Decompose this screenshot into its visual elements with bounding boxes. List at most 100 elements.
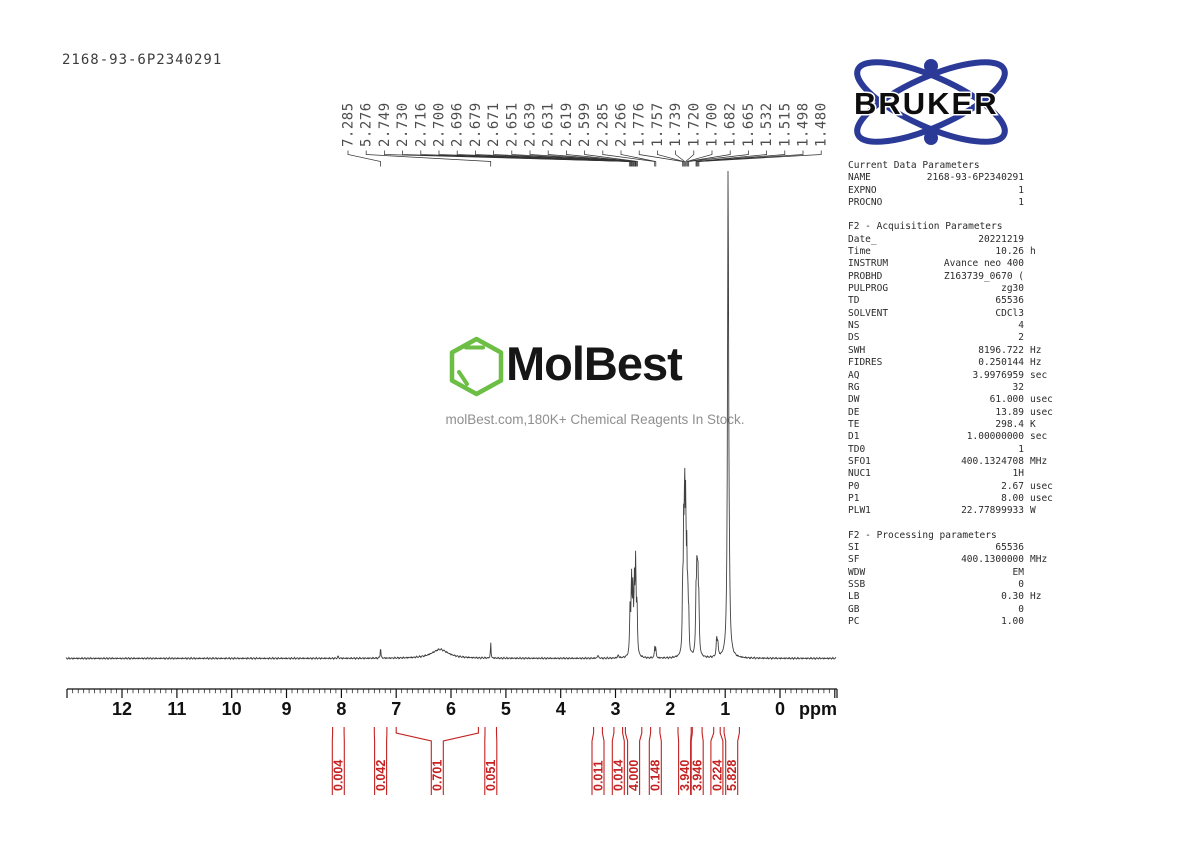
param-row: INSTRUM Avance neo 400 [848, 258, 1062, 270]
axis-tick-label: 9 [281, 699, 291, 719]
param-row: DW 61.000 usec [848, 394, 1062, 406]
param-value: 0.30 [1001, 591, 1024, 603]
param-key: DE [848, 406, 860, 418]
param-row: SSB 0 [848, 579, 1062, 591]
integral-value: 0.148 [649, 760, 663, 791]
param-value: Avance neo 400 [943, 258, 1024, 270]
param-key: INSTRUM [848, 258, 889, 270]
param-row: TE 298.4 K [848, 419, 1062, 431]
param-row: P0 2.67 usec [848, 481, 1062, 493]
peak-label: 2.671 [486, 102, 502, 147]
param-value: 400.1324708 [961, 455, 1024, 467]
peak-pointer-line [638, 150, 683, 167]
peak-label: 1.665 [741, 102, 757, 147]
integral-value: 0.224 [710, 760, 724, 791]
peak-label: 2.730 [395, 102, 411, 147]
sample-title: 2168-93-6P2340291 [62, 52, 223, 68]
param-row: NUC1 1H [848, 468, 1062, 480]
peak-pointer-line [456, 150, 633, 167]
param-unit: MHz [1030, 554, 1048, 566]
param-value: EM [1012, 566, 1024, 578]
peak-label: 2.696 [450, 102, 466, 147]
param-value: 3.9976959 [972, 369, 1024, 381]
axis-tick-label: 2 [665, 699, 675, 719]
param-value: 65536 [995, 295, 1024, 307]
param-section-header: F2 - Acquisition Parameters [848, 221, 1003, 233]
param-unit: Hz [1030, 357, 1042, 369]
param-unit: Hz [1030, 344, 1042, 356]
integral-marker: 5.828 [723, 727, 740, 795]
axis-tick-label: 8 [336, 699, 346, 719]
param-value: 2168-93-6P2340291 [926, 172, 1024, 184]
param-key: D1 [848, 431, 860, 443]
param-row: SWH 8196.722 Hz [848, 345, 1062, 357]
integral-value: 0.004 [332, 760, 346, 791]
param-key: AQ [848, 369, 860, 381]
param-unit: usec [1030, 394, 1053, 406]
param-value: 1.00000000 [966, 431, 1024, 443]
peak-pointer-line [686, 150, 713, 167]
param-key: EXPNO [848, 184, 877, 196]
param-row: PROCNO 1 [848, 197, 1062, 209]
integral-value: 0.051 [484, 760, 498, 791]
axis-tick-label: 10 [222, 699, 242, 719]
peak-pointer-line [697, 150, 804, 167]
bruker-orbit-icon [854, 59, 1008, 145]
param-key: Date_ [848, 233, 877, 245]
param-unit: W [1030, 505, 1036, 517]
param-unit: h [1030, 246, 1036, 258]
integral-marker: 3.940 [677, 727, 692, 795]
param-key: PULPROG [848, 283, 889, 295]
param-value: 2 [1018, 332, 1024, 344]
integral-marker: 0.148 [649, 727, 663, 795]
param-row: AQ 3.9976959 sec [848, 370, 1062, 382]
spectrum-trace [65, 170, 837, 661]
param-row: SI 65536 [848, 542, 1062, 554]
peak-label: 1.498 [796, 102, 812, 147]
peak-pointer-line [675, 150, 686, 167]
param-key: FIDRES [848, 357, 883, 369]
param-row: Time 10.26 h [848, 246, 1062, 258]
param-row: WDW EM [848, 567, 1062, 579]
param-key: PROBHD [848, 270, 883, 282]
axis-tick-label: 3 [610, 699, 620, 719]
peak-label: 1.739 [668, 102, 684, 147]
peak-label: 2.599 [577, 102, 593, 147]
peak-pointer-line [657, 150, 685, 167]
param-value: 298.4 [995, 418, 1024, 430]
integral-value: 5.828 [725, 760, 739, 791]
integral-value: 0.014 [612, 760, 626, 791]
molbest-tagline: molBest.com,180K+ Chemical Reagents In S… [445, 412, 745, 427]
peak-label: 2.631 [541, 102, 557, 147]
param-key: TE [848, 418, 860, 430]
param-value: Z163739_0670 ( [943, 270, 1024, 282]
param-value: 1H [1012, 468, 1024, 480]
param-key: DS [848, 332, 860, 344]
param-key: WDW [848, 566, 866, 578]
param-unit: K [1030, 418, 1036, 430]
param-row: PROBHD Z163739_0670 ( [848, 271, 1062, 283]
peak-label: 2.285 [595, 102, 611, 147]
param-value: 13.89 [995, 406, 1024, 418]
param-row: DS 2 [848, 332, 1062, 344]
param-key: SOLVENT [848, 307, 889, 319]
param-section: F2 - Acquisition Parameters Date_ 20221219… [848, 221, 1062, 517]
x-axis-ruler [66, 688, 838, 698]
param-value: 32 [1012, 381, 1024, 393]
param-section-header: Current Data Parameters [848, 160, 980, 171]
axis-tick-label: 0 [775, 699, 785, 719]
axis-tick-label: 11 [167, 699, 186, 719]
param-row: TD 65536 [848, 295, 1062, 307]
peak-pointer-line [493, 150, 634, 167]
param-value: 4 [1018, 320, 1024, 332]
peak-pointer-line [688, 150, 749, 167]
peak-label: 1.515 [777, 102, 793, 147]
bruker-wordmark: BRUKER [854, 86, 999, 121]
param-value: 20221219 [978, 233, 1024, 245]
axis-tick-label: 6 [446, 699, 456, 719]
param-row: NAME 2168-93-6P2340291 [848, 172, 1062, 184]
param-row: P1 8.00 usec [848, 493, 1062, 505]
param-unit: usec [1030, 480, 1053, 492]
param-key: SSB [848, 579, 866, 590]
